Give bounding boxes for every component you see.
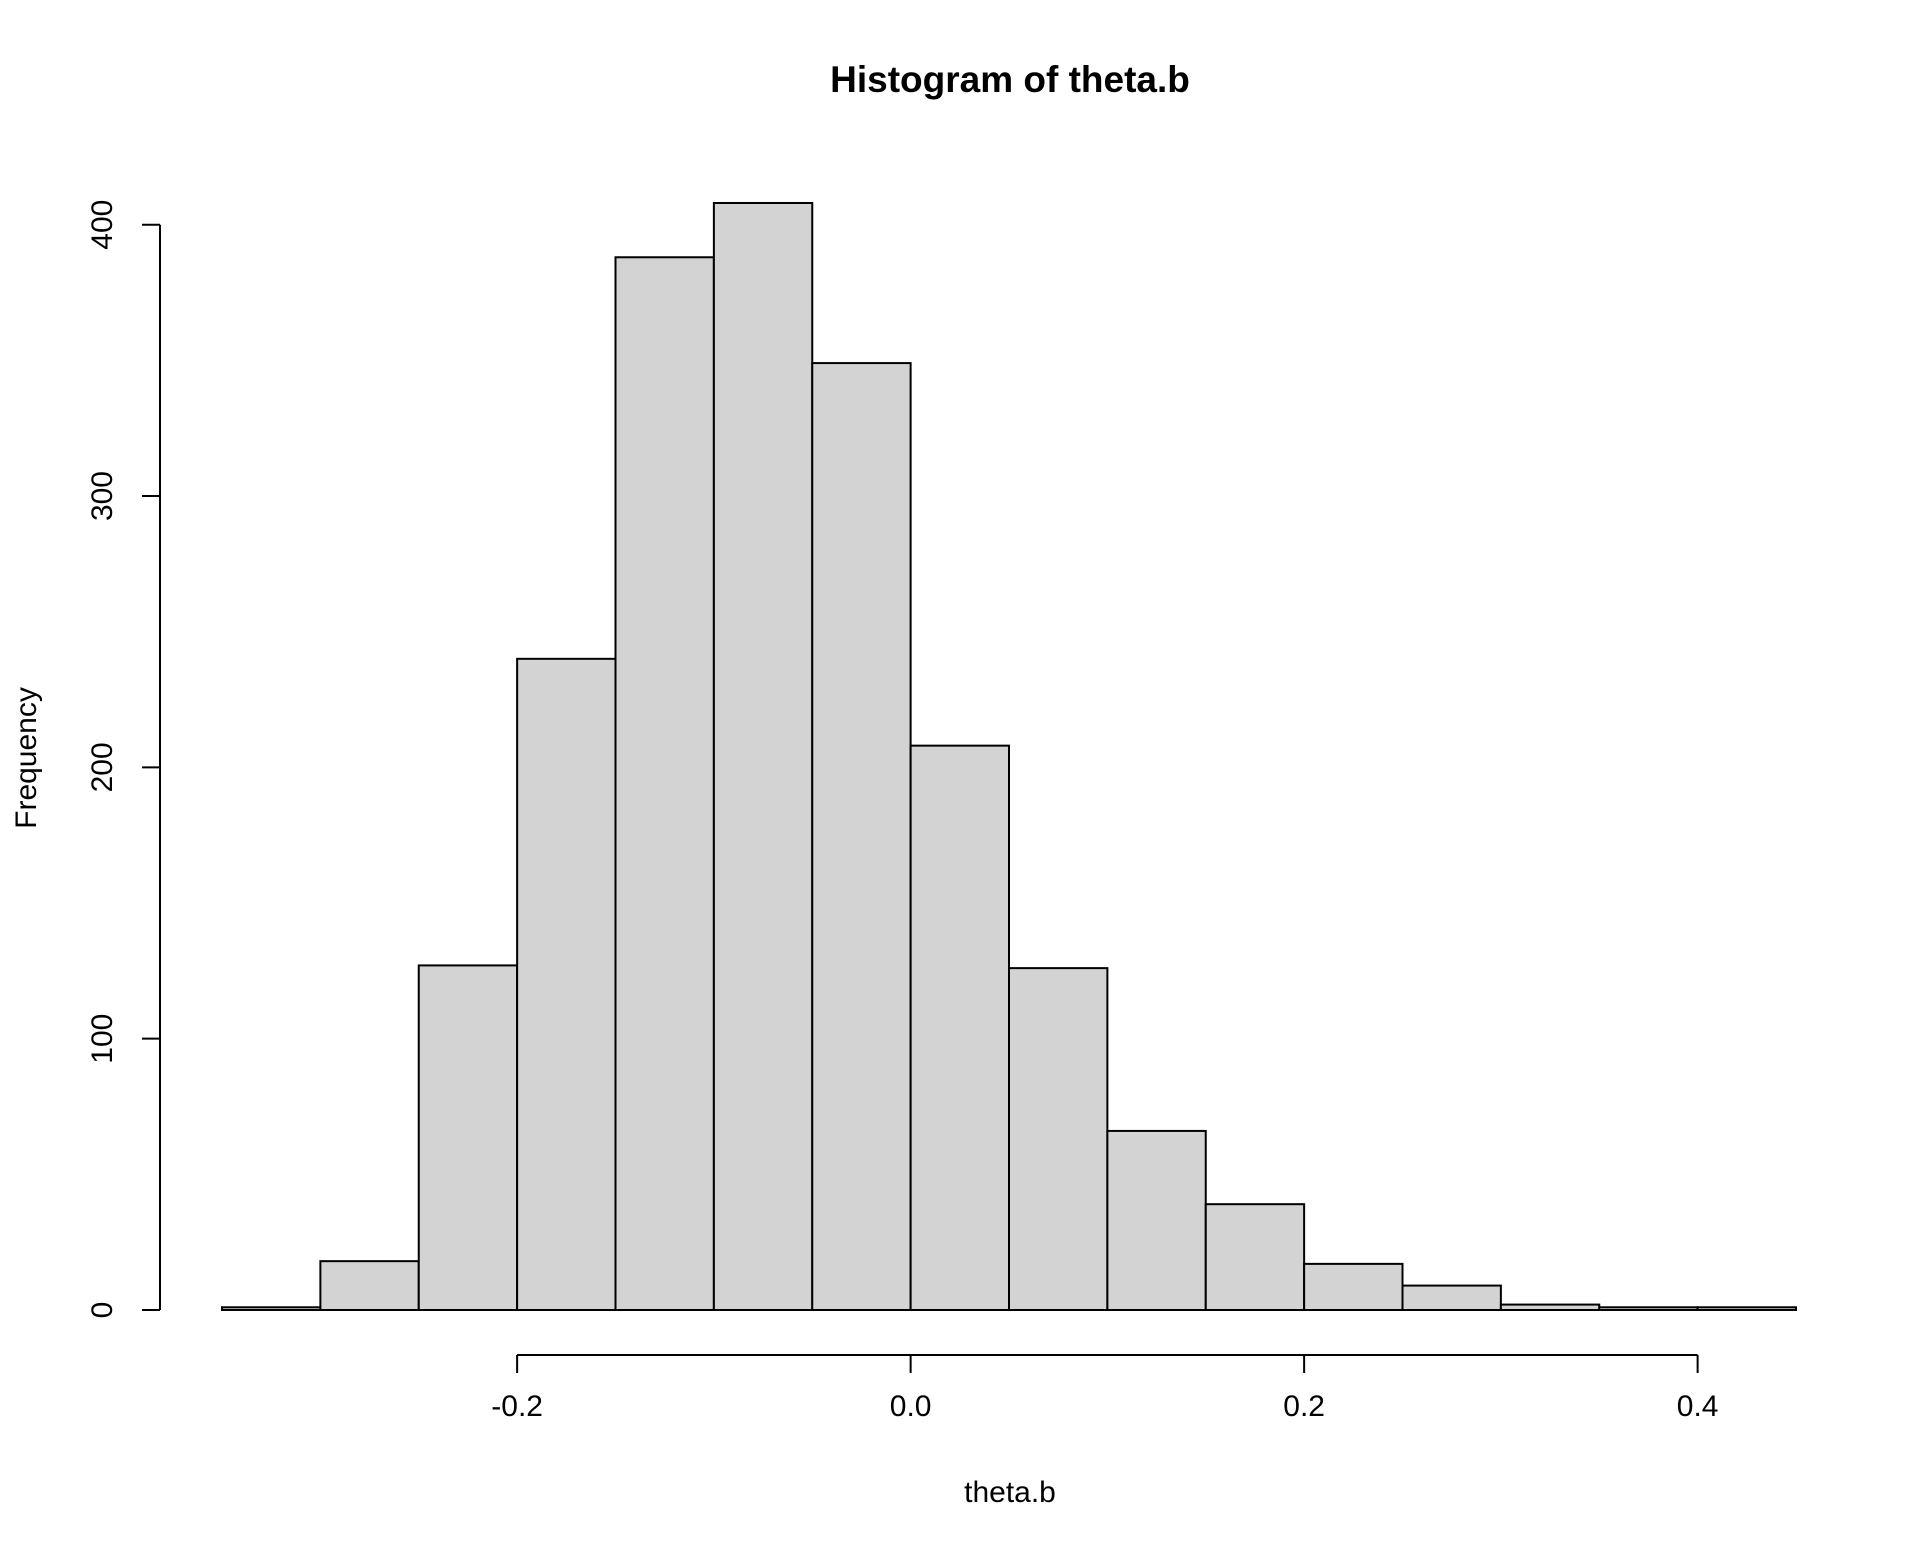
y-tick-label-2: 200: [86, 742, 119, 792]
histogram-bar-10: [1204, 1203, 1306, 1312]
y-tick-label-0: 0: [86, 1302, 119, 1319]
histogram-bar-3: [516, 657, 617, 1311]
histogram-bar-6: [811, 362, 912, 1311]
y-tick-label-4: 400: [86, 200, 119, 250]
x-tick-label-1: 0.0: [890, 1390, 932, 1423]
x-axis-label: theta.b: [964, 1476, 1056, 1509]
chart-title: Histogram of theta.b: [830, 59, 1190, 100]
histogram-bar-13: [1499, 1303, 1601, 1311]
histogram-bar-2: [417, 964, 519, 1311]
histogram-bar-4: [614, 256, 715, 1312]
x-tick-label-2: 0.2: [1283, 1390, 1325, 1423]
y-tick-label-3: 300: [86, 471, 119, 521]
x-ticks: -0.2 0.0 0.2 0.4: [491, 1355, 1718, 1423]
x-tick-label-0: -0.2: [491, 1390, 543, 1423]
bars-group: [221, 202, 1797, 1312]
histogram-bar-0: [221, 1306, 322, 1311]
histogram-bar-5: [712, 202, 814, 1311]
histogram-bar-8: [1008, 967, 1109, 1311]
x-axis: -0.2 0.0 0.2 0.4: [491, 1354, 1718, 1423]
histogram-bar-12: [1401, 1284, 1502, 1312]
x-tick-label-3: 0.4: [1677, 1390, 1719, 1423]
y-ticks: 0 100 200 300 400: [86, 200, 160, 1319]
histogram-bar-11: [1303, 1262, 1404, 1311]
histogram-bar-15: [1696, 1306, 1797, 1311]
histogram-bar-9: [1106, 1129, 1207, 1312]
histogram-bar-7: [909, 744, 1010, 1311]
histogram-bar-1: [319, 1260, 420, 1311]
y-tick-label-1: 100: [86, 1014, 119, 1064]
y-axis: 0 100 200 300 400: [86, 200, 161, 1319]
histogram-bar-14: [1598, 1306, 1699, 1311]
y-axis-label: Frequency: [10, 687, 43, 829]
